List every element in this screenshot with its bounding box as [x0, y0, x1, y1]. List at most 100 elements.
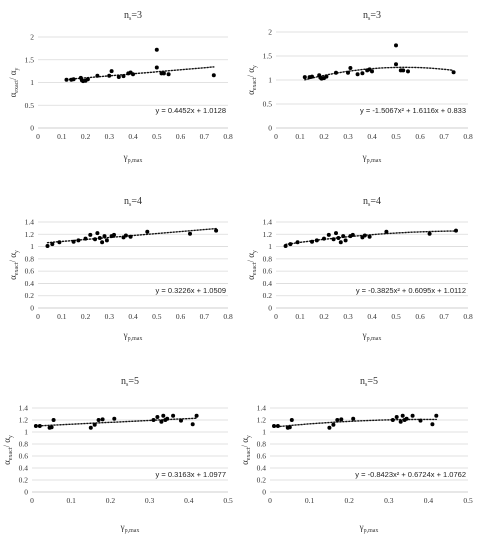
data-point	[88, 425, 93, 430]
title-sub: s	[129, 16, 132, 22]
data-point	[327, 425, 332, 430]
y-tick-label: 0	[24, 488, 28, 497]
data-point	[165, 416, 170, 421]
x-tick-label: 0	[36, 312, 40, 321]
data-point	[360, 71, 365, 76]
data-point	[64, 77, 69, 82]
y-tick-label: 0.4	[263, 279, 273, 288]
data-point	[100, 417, 105, 422]
xlabel-sub: p,max	[125, 528, 140, 534]
xlabel-main: γ	[120, 522, 125, 532]
data-point	[112, 416, 117, 421]
data-point	[310, 74, 314, 79]
x-tick-label: 0.7	[200, 312, 210, 321]
data-point	[346, 70, 350, 75]
trendline-equation: y = 0.3226x + 1.0509	[156, 286, 226, 295]
ylabel-mid: / α	[240, 438, 250, 448]
y-tick-label: 0	[268, 124, 272, 133]
x-tick-label: 0	[268, 496, 272, 505]
data-point	[121, 74, 126, 79]
xlabel-sub: p,max	[364, 528, 379, 534]
data-point	[102, 234, 107, 239]
trendline	[284, 230, 457, 246]
x-tick-label: 0.2	[345, 496, 355, 505]
x-tick-label: 0.3	[105, 132, 115, 141]
data-point	[355, 72, 360, 77]
data-point	[95, 231, 100, 236]
title-tail: =4	[370, 196, 381, 207]
xlabel-main: γ	[359, 522, 364, 532]
x-tick-label: 0.3	[343, 312, 353, 321]
x-tick-label: 0.7	[439, 132, 449, 141]
data-point	[131, 72, 135, 77]
x-tick-label: 0.1	[295, 132, 305, 141]
ylabel-main: α	[246, 90, 256, 95]
data-point	[128, 234, 133, 239]
y-axis-label: αexact/ αy	[8, 68, 20, 98]
data-point	[350, 232, 355, 237]
x-tick-label: 0.6	[176, 312, 186, 321]
data-point	[370, 69, 374, 74]
x-tick-label: 0	[274, 312, 278, 321]
y-tick-label: 0.8	[257, 440, 267, 449]
data-point	[295, 240, 300, 245]
y-tick-label: 0	[262, 488, 266, 497]
data-point	[161, 413, 166, 418]
data-point	[85, 77, 90, 82]
title-tail: =5	[367, 376, 378, 387]
chart-panel: 0 0.2 0.4 0.6 0.8 1 1.2 1.4 0 0.1 0.2 0.3 0.4 0.5 y = …	[240, 376, 473, 534]
y-tick-label: 1	[268, 76, 272, 85]
x-tick-label: 0.4	[424, 496, 434, 505]
title-sub: s	[368, 202, 371, 208]
data-point	[314, 238, 319, 243]
x-tick-label: 0.2	[319, 132, 329, 141]
title-main: n	[121, 376, 126, 387]
y-tick-label: 0	[30, 124, 34, 133]
ylabel-sub2: y	[252, 250, 258, 253]
data-point	[335, 418, 340, 422]
data-point	[171, 413, 176, 418]
data-point	[334, 231, 338, 236]
data-point	[289, 418, 294, 422]
data-point	[76, 238, 81, 243]
chart-title: ns=5	[121, 376, 139, 388]
data-point	[394, 415, 399, 419]
y-tick-label: 0.4	[257, 464, 267, 473]
data-point	[331, 422, 336, 427]
trendline	[304, 66, 455, 81]
x-tick-label: 0.2	[81, 312, 91, 321]
x-tick-label: 0.5	[223, 496, 233, 505]
data-point	[95, 73, 100, 78]
ylabel-sub2: y	[14, 68, 20, 71]
data-point	[211, 73, 216, 78]
title-tail: =5	[128, 376, 139, 387]
chart-panel: 0 0.5 1 1.5 2 0 0.1 0.2 0.3 0.4 0.5 0.6 0.7 0.8 y = 0.…	[8, 10, 233, 164]
x-tick-label: 0.1	[67, 496, 77, 505]
data-point	[154, 47, 159, 52]
x-tick-label: 0.8	[463, 132, 473, 141]
title-main: n	[124, 10, 129, 21]
data-point	[434, 413, 439, 418]
ylabel-main: α	[8, 275, 18, 280]
title-tail: =3	[370, 10, 381, 21]
x-tick-label: 0	[30, 496, 34, 505]
ylabel-sub2: y	[252, 65, 258, 68]
xlabel-main: γ	[362, 330, 367, 340]
data-point	[275, 424, 280, 428]
x-axis-label: γp,max	[359, 522, 379, 534]
trendline	[35, 417, 198, 427]
ylabel-mid: / α	[246, 253, 256, 263]
y-tick-label: 0.2	[25, 291, 35, 300]
data-point	[367, 234, 372, 239]
ylabel-mid: / α	[8, 253, 18, 263]
data-point	[404, 416, 409, 421]
x-tick-label: 0.3	[105, 312, 115, 321]
title-main: n	[124, 196, 129, 207]
x-tick-label: 0.5	[152, 312, 162, 321]
data-point	[398, 419, 403, 424]
xlabel-sub: p,max	[128, 336, 143, 342]
trendline-equation: y = 0.4452x + 1.0128	[156, 106, 226, 115]
x-tick-label: 0	[274, 132, 278, 141]
x-tick-label: 0.1	[57, 312, 67, 321]
data-point	[97, 236, 102, 240]
